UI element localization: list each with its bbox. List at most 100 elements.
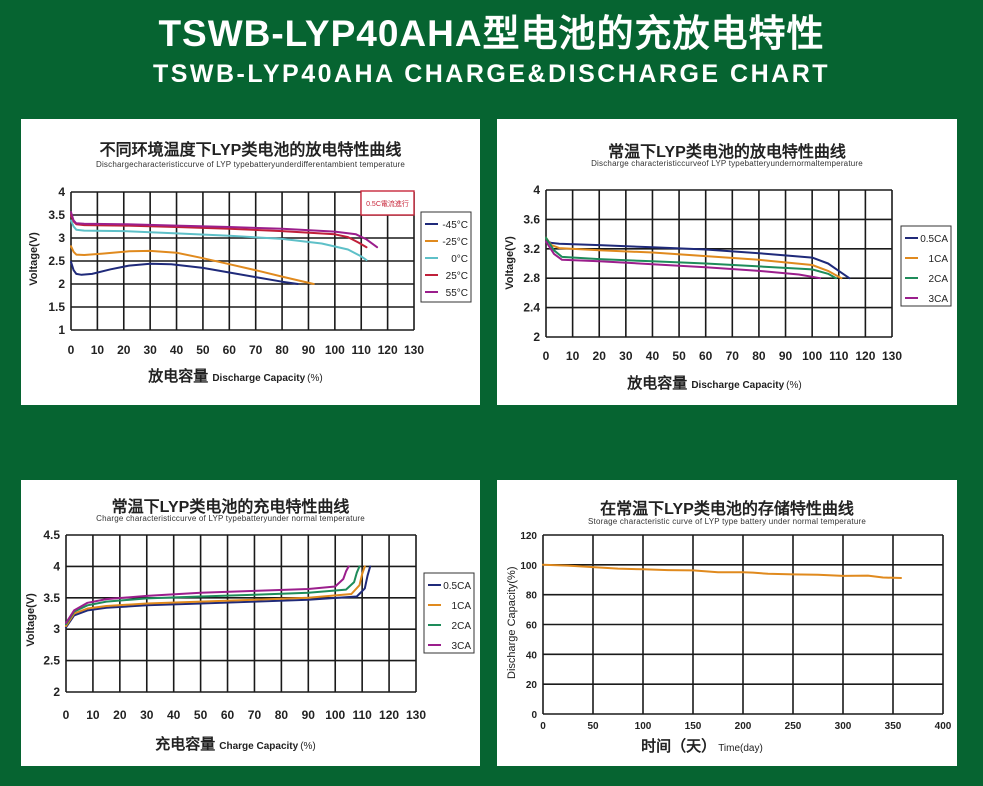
x-tick-label: 0	[540, 721, 546, 732]
y-tick-label: 3.6	[523, 212, 540, 226]
grid	[545, 189, 893, 338]
page-title-cn: TSWB-LYP40AHA型电池的充放电特性	[158, 13, 825, 54]
x-tick-label: 80	[275, 343, 289, 357]
y-tick-label: 2	[53, 685, 60, 699]
x-axis-label: 放电容量 Discharge Capacity (%)	[148, 368, 323, 385]
annotation-box	[360, 190, 415, 216]
x-tick-label: 30	[619, 349, 633, 363]
chart-panel-rate-discharge: 常温下LYP类电池的放电特性曲线 Discharge characteristi…	[497, 119, 957, 405]
chart-panel-storage: 在常温下LYP类电池的存储特性曲线 Storage characteristic…	[497, 480, 957, 766]
y-tick-label: 40	[526, 650, 538, 661]
y-axis-label: Voltage(V)	[28, 232, 40, 286]
x-tick-label: 10	[566, 349, 580, 363]
x-tick-label: 20	[113, 708, 127, 722]
chart-panel-temperature-discharge: 不同环境温度下LYP类电池的放电特性曲线 Dischargecharacteri…	[21, 119, 480, 405]
x-tick-label: 0	[543, 349, 550, 363]
x-tick-label: 50	[672, 349, 686, 363]
series-line	[70, 211, 379, 249]
y-tick-label: 60	[526, 621, 538, 632]
x-tick-label: 30	[140, 708, 154, 722]
x-tick-label: 20	[593, 349, 607, 363]
x-tick-label: 100	[802, 349, 822, 363]
legend-item: 2CA	[929, 274, 949, 285]
legend-item: 3CA	[452, 641, 472, 652]
series-line	[542, 563, 902, 579]
y-tick-label: 2.5	[43, 654, 60, 668]
series-line	[70, 219, 368, 262]
x-tick-label: 40	[170, 343, 184, 357]
chart-title: 常温下LYP类电池的放电特性曲线	[608, 144, 846, 161]
x-tick-label: 120	[378, 343, 398, 357]
legend-item: 0°C	[451, 254, 468, 265]
legend-item: 0.5CA	[443, 581, 471, 592]
x-tick-label: 0	[68, 343, 75, 357]
x-tick-label: 20	[117, 343, 131, 357]
legend-item: 25°C	[446, 271, 468, 282]
x-tick-label: 120	[379, 708, 399, 722]
y-axis-label: Discharge Capacity(%)	[506, 566, 518, 679]
x-tick-label: 250	[785, 721, 802, 732]
series-line	[545, 236, 838, 280]
y-tick-label: 4	[533, 183, 540, 197]
series-line	[65, 565, 372, 629]
chart-plot-rate-discharge: 0 10 20 30 40 50 60 70 80 90 100 110 120 130 2 2.4 2.8 3.…	[523, 183, 952, 363]
chart-title: 在常温下LYP类电池的存储特性曲线	[600, 501, 854, 518]
chart-subtitle: Storage characteristic curve of LYP type…	[588, 517, 866, 526]
x-tick-label: 40	[646, 349, 660, 363]
legend-item: 0.5CA	[920, 234, 948, 245]
grid	[542, 534, 944, 715]
y-tick-label: 20	[526, 680, 538, 691]
y-tick-label: 2	[533, 330, 540, 344]
series-line	[545, 240, 822, 280]
x-tick-label: 100	[325, 708, 345, 722]
series-line	[70, 260, 299, 285]
y-tick-label: 3.5	[48, 208, 65, 222]
legend: 0.5CA 1CA 2CA 3CA	[423, 572, 475, 654]
x-tick-label: 110	[829, 349, 849, 363]
x-tick-label: 90	[779, 349, 793, 363]
y-tick-label: 2.8	[523, 271, 540, 285]
x-tick-label: 70	[249, 343, 263, 357]
x-tick-label: 120	[855, 349, 875, 363]
x-axis-label: 时间（天） Time(day)	[641, 738, 763, 755]
legend-item: 1CA	[929, 254, 949, 265]
x-axis-label: 充电容量 Charge Capacity (%)	[155, 736, 316, 753]
legend-item: -45°C	[442, 220, 468, 231]
x-tick-label: 130	[882, 349, 902, 363]
x-tick-label: 50	[196, 343, 210, 357]
series-line	[65, 565, 366, 628]
y-tick-label: 120	[520, 531, 537, 542]
y-tick-label: 100	[520, 561, 537, 572]
x-tick-label: 110	[352, 343, 372, 357]
chart-title: 常温下LYP类电池的充电特性曲线	[111, 499, 350, 516]
series-line	[70, 245, 315, 285]
series-line	[65, 565, 361, 626]
y-tick-label: 0	[531, 710, 537, 721]
series-line	[65, 565, 350, 624]
chart-title: 不同环境温度下LYP类电池的放电特性曲线	[99, 142, 402, 159]
chart-subtitle: Discharge characteristiccurveof LYP type…	[591, 159, 863, 168]
x-tick-label: 10	[86, 708, 100, 722]
y-tick-label: 3	[58, 231, 65, 245]
legend-item: 3CA	[929, 294, 949, 305]
y-tick-label: 1	[58, 323, 65, 337]
annotation-text: 0.5C電流進行	[366, 199, 409, 208]
x-tick-label: 80	[275, 708, 289, 722]
grid	[65, 534, 417, 693]
x-tick-label: 70	[248, 708, 262, 722]
y-tick-label: 1.5	[48, 300, 65, 314]
y-tick-label: 2.5	[48, 254, 65, 268]
y-tick-label: 2	[58, 277, 65, 291]
legend-item: -25°C	[442, 237, 468, 248]
y-tick-label: 3	[53, 622, 60, 636]
x-tick-label: 400	[935, 721, 952, 732]
legend: 0.5CA 1CA 2CA 3CA	[900, 225, 952, 307]
x-axis-label: 放电容量 Discharge Capacity (%)	[627, 375, 802, 392]
chart-subtitle: Dischargecharacteristiccurve of LYP type…	[95, 160, 406, 169]
y-tick-label: 3.2	[523, 242, 540, 256]
x-tick-label: 60	[223, 343, 237, 357]
y-tick-label: 4	[58, 185, 65, 199]
x-tick-label: 30	[143, 343, 157, 357]
page-title-en: TSWB-LYP40AHA CHARGE&DISCHARGE CHART	[152, 60, 831, 88]
x-tick-label: 130	[406, 708, 426, 722]
